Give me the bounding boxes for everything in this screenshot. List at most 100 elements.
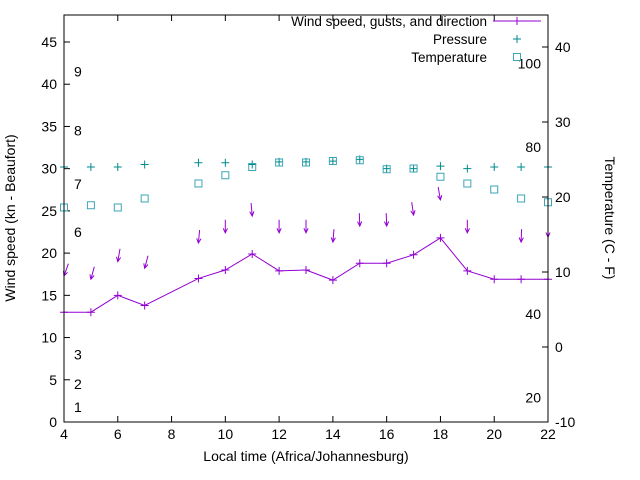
temperature-point <box>409 164 418 173</box>
gust-arrow <box>357 213 363 228</box>
pressure-point <box>248 160 257 169</box>
gust-arrow <box>410 202 416 217</box>
legend-label-temperature: Temperature <box>411 50 487 65</box>
beaufort-scale-label: 9 <box>74 64 82 80</box>
gust-arrow <box>518 229 524 244</box>
wind-speed-point <box>221 266 230 274</box>
temperature-point <box>490 185 499 194</box>
y-left-tick-label: 15 <box>41 287 57 303</box>
temperature-point <box>355 156 364 165</box>
wind-speed-point <box>463 266 472 275</box>
y-right-tick-label: 30 <box>555 114 571 130</box>
gust-arrow <box>303 219 309 234</box>
temperature-point <box>221 171 230 180</box>
gust-arrow <box>464 219 470 234</box>
fahrenheit-scale-label: 20 <box>525 389 541 405</box>
y-left-tick-label: 10 <box>41 330 57 346</box>
temperature-point <box>382 165 391 174</box>
plot-border <box>63 14 549 423</box>
y-left-tick-label: 0 <box>49 414 57 430</box>
legend-label-pressure: Pressure <box>433 32 487 47</box>
y-left-tick-label: 40 <box>41 76 57 92</box>
gust-arrow <box>437 187 443 202</box>
y-right-tick-label: 10 <box>555 264 571 280</box>
beaufort-scale-label: 8 <box>74 123 82 139</box>
temperature-point <box>275 158 284 167</box>
x-tick-label: 16 <box>379 426 395 442</box>
gust-arrow <box>222 219 228 234</box>
beaufort-scale-label: 7 <box>74 176 82 192</box>
wind-speed-series <box>60 233 552 317</box>
beaufort-scale-label: 1 <box>74 399 82 415</box>
pressure-point <box>409 164 418 173</box>
fahrenheit-scale-label: 40 <box>525 306 541 322</box>
x-tick-label: 12 <box>271 426 287 442</box>
y-left-tick-label: 5 <box>49 372 57 388</box>
wind-speed-point <box>355 259 364 268</box>
wind-speed-point <box>302 266 310 274</box>
y-left-tick-label: 45 <box>41 34 57 50</box>
y-right-tick-label: 0 <box>555 339 563 355</box>
temperature-point <box>436 172 445 181</box>
wind-speed-point <box>194 274 203 283</box>
x-tick-label: 20 <box>486 426 502 442</box>
beaufort-scale-label: 6 <box>74 224 82 240</box>
gust-arrow <box>196 229 202 245</box>
gust-arrow <box>330 229 336 244</box>
gust-arrow <box>249 202 255 218</box>
y-right-tick-label: 40 <box>555 39 571 55</box>
temperature-point <box>463 179 472 188</box>
wind-speed-point <box>275 266 284 275</box>
beaufort-scale-label: 2 <box>74 376 82 392</box>
temperature-point <box>248 163 257 171</box>
x-tick-label: 14 <box>325 426 341 442</box>
wind-speed-point <box>382 259 391 268</box>
wind-speed-point <box>328 276 337 285</box>
pressure-point <box>113 162 122 171</box>
gust-arrows-series <box>63 187 551 281</box>
y-left-tick-label: 20 <box>41 245 57 261</box>
wind-speed-point <box>517 275 526 284</box>
y-axis-title-left: Wind speed (kn - Beaufort) <box>2 134 18 301</box>
wind-speed-point <box>113 291 122 300</box>
beaufort-scale-label: 3 <box>74 346 82 362</box>
legend: Wind speed, gusts, and direction Pressur… <box>291 14 541 65</box>
wind-speed-point <box>436 233 445 242</box>
pressure-point <box>463 164 472 173</box>
temperature-series <box>60 156 552 212</box>
x-tick-label: 10 <box>218 426 234 442</box>
y-left-tick-label: 25 <box>41 203 57 219</box>
wind-speed-point <box>490 275 499 284</box>
fahrenheit-scale-label: 80 <box>525 139 541 155</box>
temperature-point <box>328 157 337 165</box>
axes-layer: 4 6 8 10 12 14 16 18 20 22051015202530354045-1001… <box>41 15 575 442</box>
legend-sample-pressure-point <box>513 35 521 43</box>
legend-sample-temperature-point <box>513 53 521 61</box>
pressure-point <box>140 160 149 169</box>
gust-arrow <box>276 219 282 234</box>
pressure-point <box>194 158 203 167</box>
y-right-tick-label: -10 <box>555 414 575 430</box>
y-left-tick-label: 35 <box>41 118 57 134</box>
wind-speed-point <box>86 308 95 317</box>
x-tick-label: 4 <box>60 426 68 442</box>
y-right-tick-label: 20 <box>555 189 571 205</box>
y-axis-title-right: Temperature (C - F) <box>602 157 618 280</box>
gust-arrow <box>143 255 149 270</box>
wind-speed-point <box>140 301 149 310</box>
wind-speed-line <box>64 237 548 313</box>
x-tick-label: 18 <box>433 426 449 442</box>
pressure-point <box>490 162 499 171</box>
gust-arrow <box>116 248 122 263</box>
series-layer <box>60 155 552 317</box>
temperature-point <box>140 194 149 203</box>
temperature-point <box>517 194 526 203</box>
temperature-point <box>86 201 95 210</box>
temperature-point <box>113 203 122 212</box>
wind-speed-point <box>248 249 257 258</box>
pressure-point <box>221 158 230 167</box>
legend-sample-wind-point <box>513 17 521 25</box>
